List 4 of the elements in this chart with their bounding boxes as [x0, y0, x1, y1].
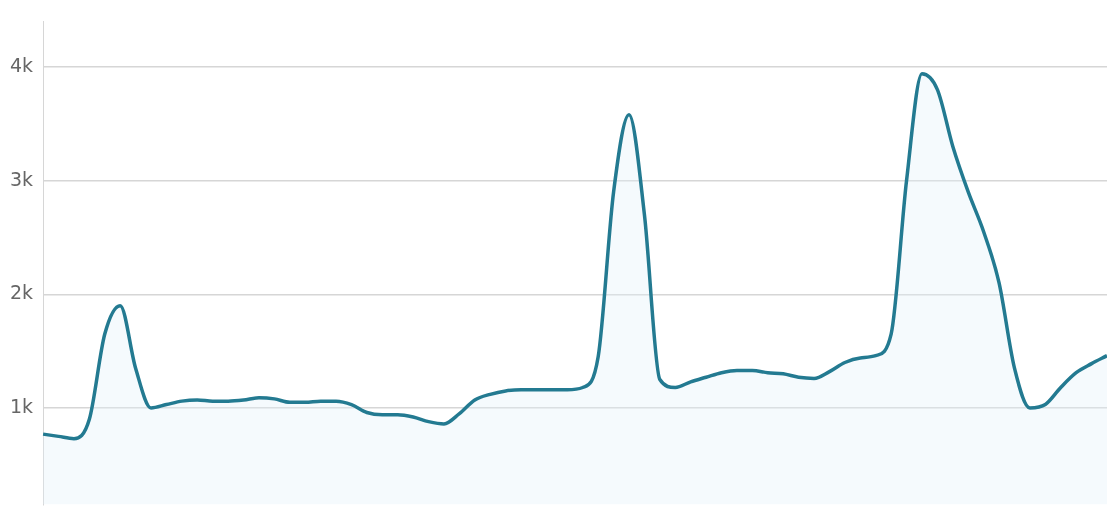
y-tick-label: 4k — [10, 53, 34, 76]
y-tick-label: 3k — [10, 167, 34, 190]
y-tick-label: 1k — [10, 394, 34, 417]
y-tick-label: 2k — [10, 281, 34, 304]
